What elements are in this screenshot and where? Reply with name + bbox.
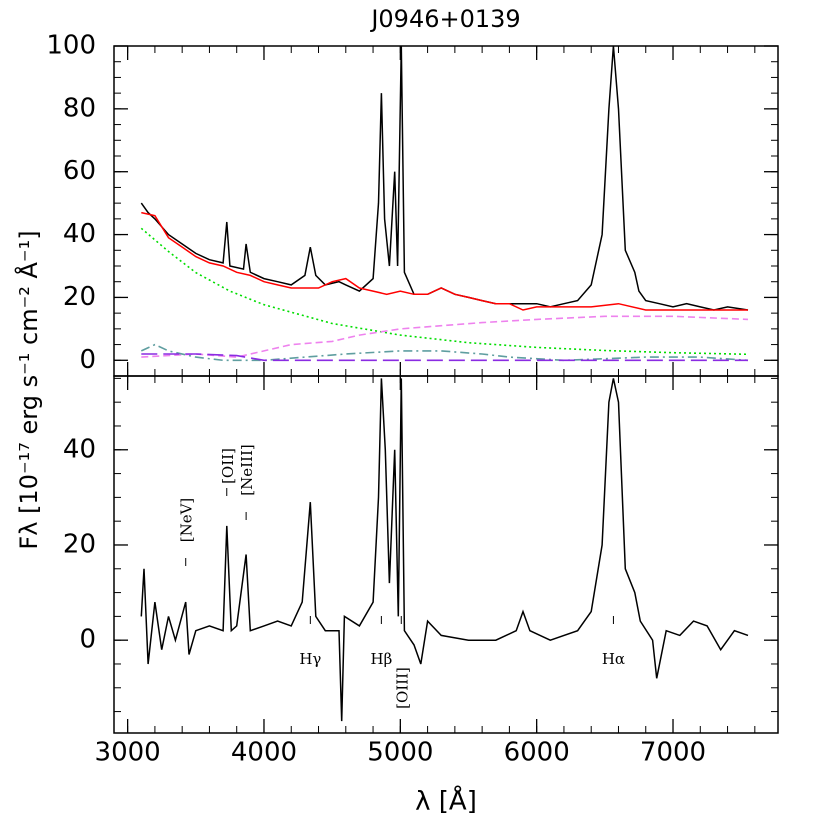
line-label: [NeIII] — [238, 444, 256, 495]
spectrum-line — [140, 227, 749, 356]
frame — [113, 45, 779, 377]
plot-area — [140, 46, 749, 362]
line-label: [OIII] — [393, 667, 411, 709]
x-axis-label: λ [Å] — [415, 785, 477, 817]
line-label: Hγ — [299, 650, 321, 668]
x-tick-label: 5000 — [367, 738, 433, 768]
x-tick-label: 6000 — [504, 738, 570, 768]
chart-title: J0946+0139 — [369, 5, 520, 33]
y-axis-label: Fλ [10⁻¹⁷ erg s⁻¹ cm⁻² Å⁻¹] — [14, 230, 43, 549]
spectrum-line — [140, 343, 749, 362]
x-tick-label: 7000 — [640, 738, 706, 768]
y-tick-label: 100 — [46, 31, 96, 61]
spectrum-line — [141, 211, 748, 311]
plot-area — [140, 378, 749, 722]
spectrum-line — [140, 46, 749, 311]
y-tick-label: 60 — [63, 156, 96, 186]
x-tick-label: 4000 — [231, 738, 297, 768]
y-tick-label: 0 — [79, 625, 96, 655]
line-label: Hα — [602, 650, 625, 668]
y-tick-label: 40 — [63, 219, 96, 249]
line-label: [NeV] — [178, 498, 196, 543]
spectrum-line — [141, 353, 748, 362]
y-tick-label: 0 — [79, 345, 96, 375]
line-label: Hβ — [370, 650, 392, 668]
spectrum-line — [140, 378, 749, 722]
x-tick-label: 3000 — [95, 738, 161, 768]
line-label: [OII] — [219, 448, 237, 484]
y-tick-label: 80 — [63, 93, 96, 123]
y-tick-label: 20 — [63, 529, 96, 559]
y-tick-label: 20 — [63, 282, 96, 312]
y-tick-label: 40 — [63, 434, 96, 464]
frame — [113, 375, 779, 734]
